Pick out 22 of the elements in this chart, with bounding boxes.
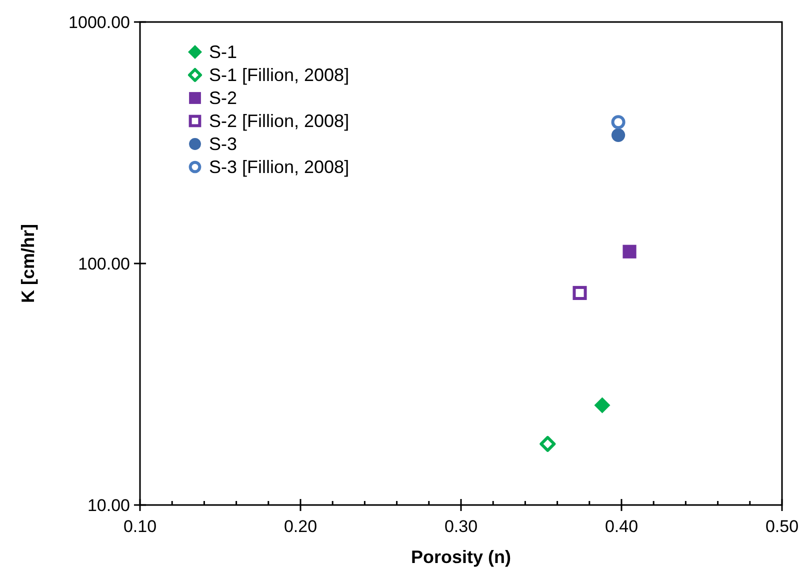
x-tick-label: 0.50 xyxy=(765,517,799,536)
y-tick-label: 10.00 xyxy=(87,496,130,515)
x-tick-label: 0.20 xyxy=(284,517,318,536)
y-axis-title: K [cm/hr] xyxy=(18,224,38,304)
y-tick-label: 100.00 xyxy=(78,254,130,274)
x-axis-title: Porosity (n) xyxy=(410,547,512,567)
legend-label: S-2 [Fillion, 2008] xyxy=(209,111,350,131)
x-tick-label: 0.30 xyxy=(444,517,478,536)
y-tick-label: 1000.00 xyxy=(68,13,130,32)
legend-label: S-1 xyxy=(209,42,238,62)
point xyxy=(540,436,556,452)
legend-label: S-3 xyxy=(209,134,238,154)
point xyxy=(611,128,626,142)
x-tick-label: 0.40 xyxy=(604,517,638,536)
point xyxy=(622,244,636,258)
legend-label: S-3 [Fillion, 2008] xyxy=(209,157,350,177)
point xyxy=(594,397,610,414)
legend-label: S-1 [Fillion, 2008] xyxy=(209,65,350,85)
point xyxy=(572,286,587,300)
x-tick-label: 0.10 xyxy=(123,517,157,536)
legend-label: S-2 xyxy=(209,88,238,108)
point xyxy=(611,115,626,130)
